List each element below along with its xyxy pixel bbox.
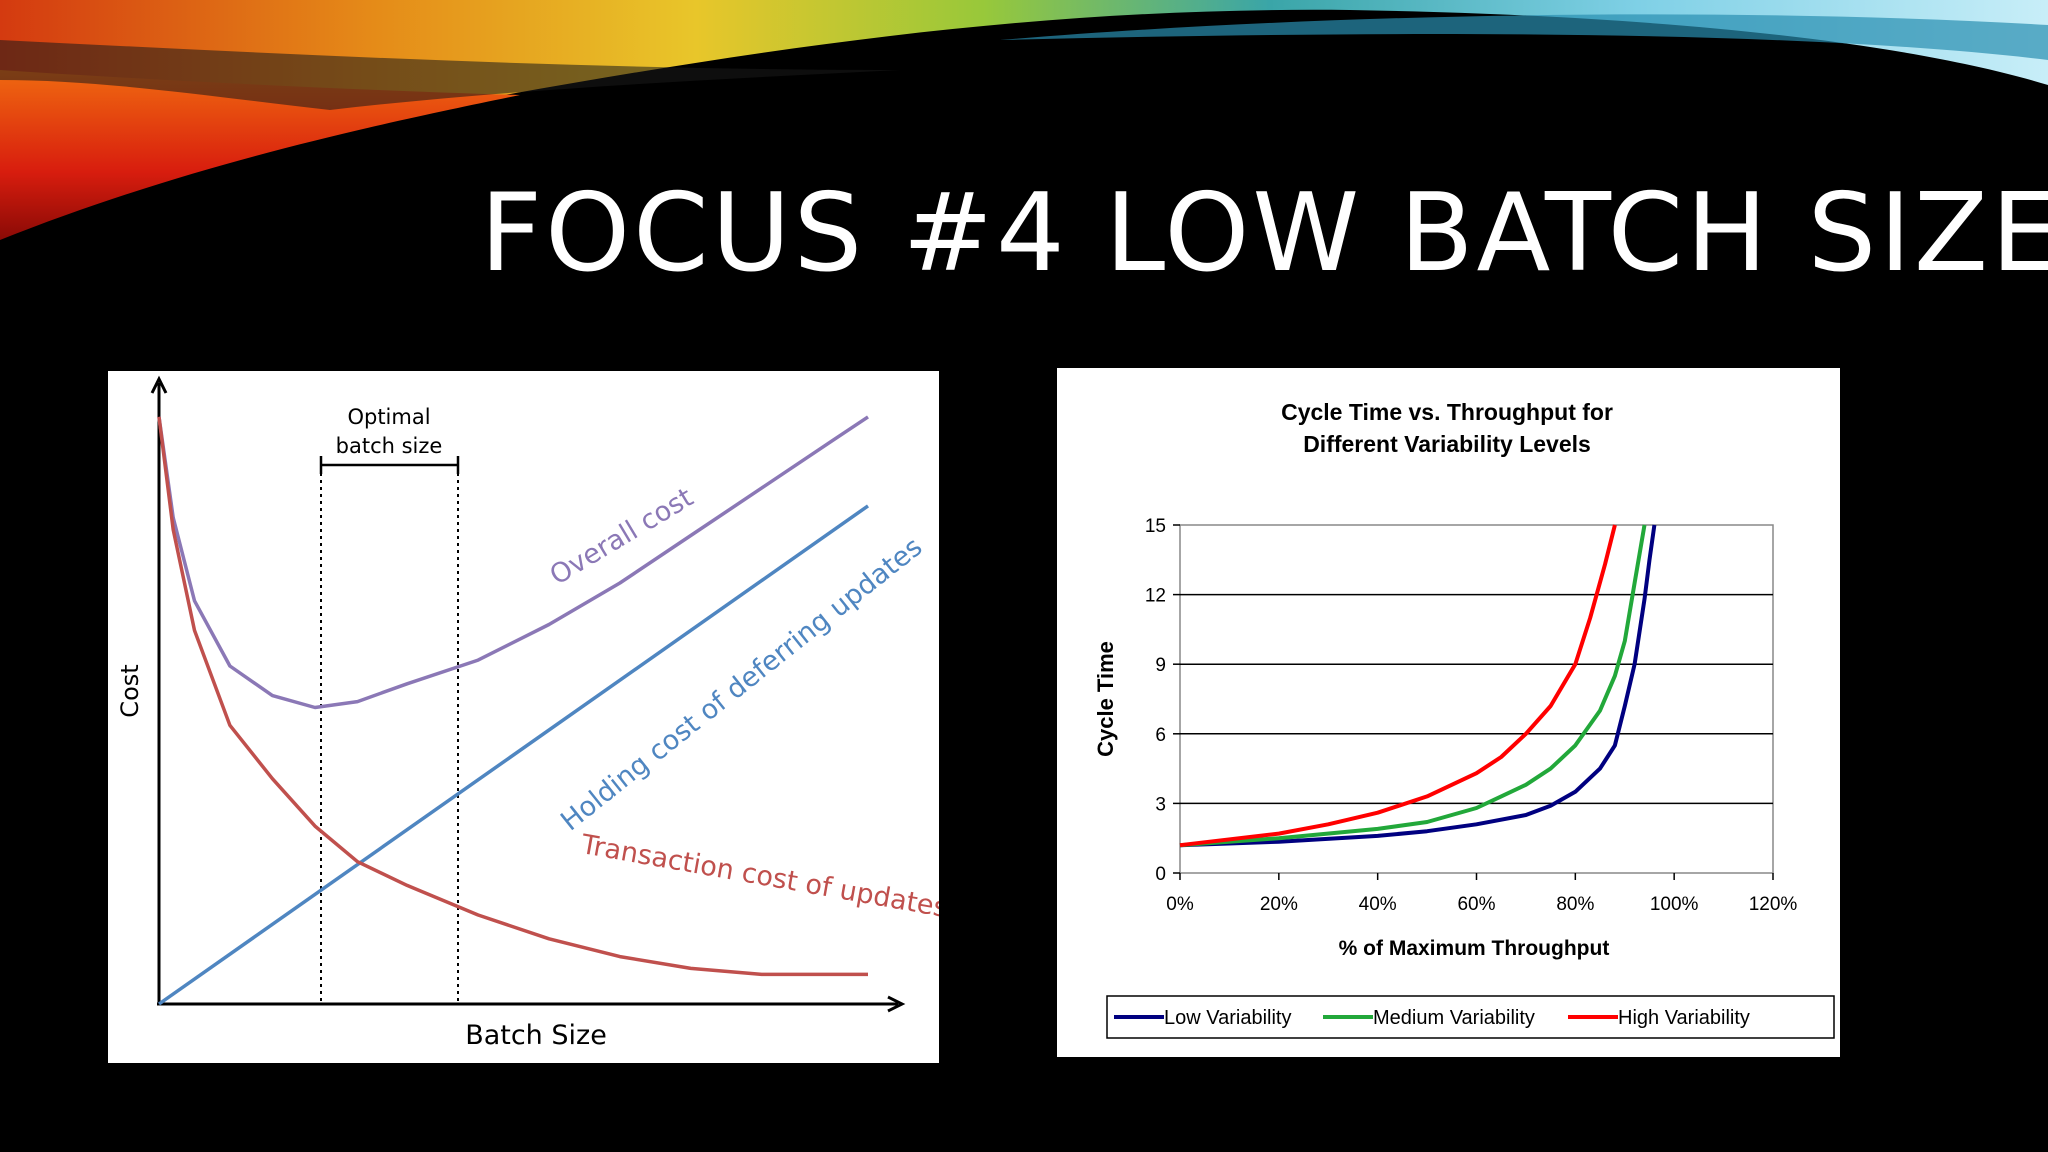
legend-label-high-variability: High Variability <box>1618 1007 1750 1029</box>
plot-area <box>1179 524 1774 874</box>
chart-title-line2: Different Variability Levels <box>1303 431 1591 457</box>
holding-cost-of-deferring-updates-line <box>157 504 870 1006</box>
x-tick-label: 80% <box>1556 894 1594 915</box>
banner-teal-streak <box>1000 14 2048 60</box>
x-axis-label: Batch Size <box>465 1020 607 1051</box>
x-axis-label: % of Maximum Throughput <box>1339 937 1610 960</box>
y-tick-label: 15 <box>1145 516 1166 537</box>
banner-sweep <box>0 0 2048 180</box>
overall-cost-line <box>157 415 869 710</box>
batch-size-chart-panel: Cost Batch Size Optimal batch size Overa… <box>108 371 950 1063</box>
legend-box <box>1106 995 1835 1039</box>
decorative-banner <box>0 0 2048 240</box>
high-variability-line <box>1179 524 1617 848</box>
y-tick-label: 3 <box>1155 794 1166 815</box>
x-tick-label: 0% <box>1166 894 1194 915</box>
x-axis-arrow <box>887 995 906 1013</box>
y-tick-labels: 0 3 6 9 12 15 <box>1145 516 1166 885</box>
y-tick-label: 9 <box>1155 655 1166 676</box>
cost-series-group <box>157 415 870 1006</box>
medium-variability-line <box>1179 524 1647 848</box>
slide-title: FOCUS #4 LOW BATCH SIZE <box>480 171 2048 296</box>
y-axis-label: Cycle Time <box>1093 641 1118 757</box>
y-axis-arrow <box>150 375 168 394</box>
x-tick-label: 120% <box>1749 894 1798 915</box>
x-tick-label: 40% <box>1359 894 1397 915</box>
optimal-label-line2: batch size <box>336 434 443 458</box>
x-tick-label: 60% <box>1457 894 1495 915</box>
legend: Low Variability Medium Variability High Va… <box>1114 1007 1750 1029</box>
legend-label-medium-variability: Medium Variability <box>1373 1007 1535 1029</box>
cycle-time-throughput-chart: Cycle Time vs. Throughput for Different … <box>1093 399 1835 1039</box>
optimal-label-line1: Optimal <box>347 405 430 429</box>
x-tick-label: 20% <box>1260 894 1298 915</box>
y-axis-label: Cost <box>116 664 144 717</box>
x-tick-label: 100% <box>1650 894 1699 915</box>
batch-size-cost-chart: Cost Batch Size Optimal batch size Overa… <box>116 375 950 1051</box>
legend-label-low-variability: Low Variability <box>1164 1007 1291 1029</box>
low-variability-line <box>1179 524 1657 848</box>
y-tick-label: 12 <box>1145 586 1166 607</box>
variability-series-group <box>1179 524 1657 848</box>
y-tick-label: 6 <box>1155 725 1166 746</box>
cycle-time-chart-panel: Cycle Time vs. Throughput for Different … <box>1057 368 1840 1057</box>
x-tick-labels: 0% 20% 40% 60% 80% 100% 120% <box>1166 894 1797 915</box>
banner-red-band <box>0 70 520 240</box>
gridlines <box>1173 524 1774 880</box>
chart-title-line1: Cycle Time vs. Throughput for <box>1281 399 1613 425</box>
transaction-cost-of-updates-line <box>157 416 868 977</box>
y-tick-label: 0 <box>1155 864 1166 885</box>
banner-dark-stripe <box>0 40 900 110</box>
transaction-cost-label: Transaction cost of updates <box>578 829 939 924</box>
overall-cost-label: Overall cost <box>545 482 699 592</box>
